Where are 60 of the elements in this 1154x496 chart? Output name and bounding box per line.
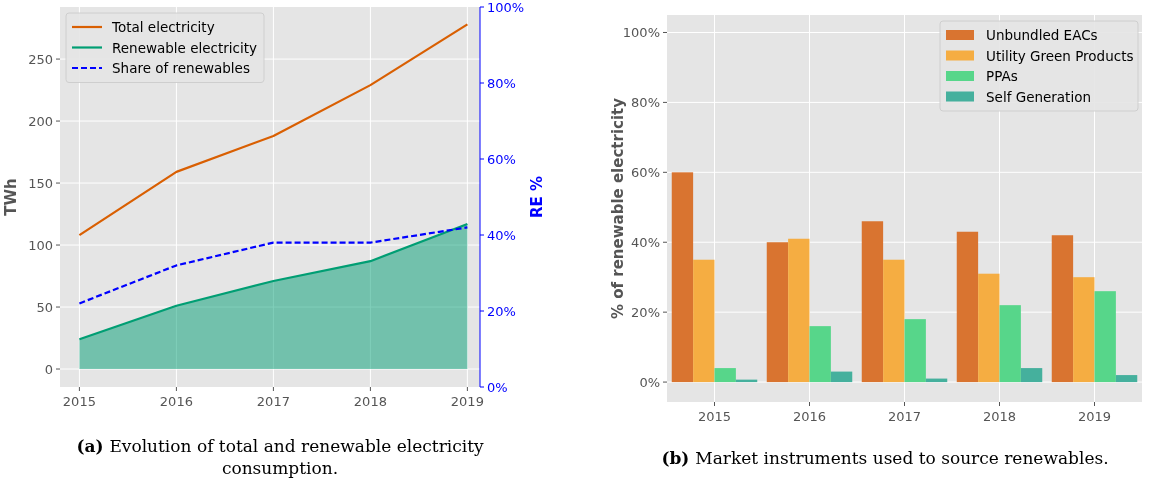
bar [1115, 375, 1138, 383]
bar [1051, 235, 1074, 383]
x-tick-label: 2015 [62, 394, 96, 409]
legend-label: Renewable electricity [112, 39, 258, 56]
bar [956, 231, 979, 383]
y-tick-label: 250 [28, 51, 53, 67]
bar [861, 221, 884, 383]
x-tick-label: 2017 [256, 394, 290, 409]
x-tick-label: 2019 [450, 394, 484, 409]
x-tick-label: 2016 [159, 394, 193, 409]
bar [809, 326, 831, 383]
y2-tick-label: 20% [487, 303, 516, 319]
y-tick-label: 80% [631, 94, 660, 110]
y-axis-title: % of renewable electricity [609, 97, 627, 320]
y-tick-label: 40% [631, 234, 660, 250]
y-tick-label: 150 [28, 175, 53, 191]
bar [671, 172, 694, 383]
bar [788, 238, 810, 383]
y-tick-label: 100% [622, 24, 660, 40]
y2-tick-label: 60% [487, 151, 516, 167]
bar [1094, 291, 1116, 383]
y-tick-label: 60% [631, 164, 660, 180]
y2-axis-title: RE % [528, 175, 546, 219]
y2-tick-label: 80% [487, 75, 516, 91]
bar [830, 371, 853, 383]
y-tick-label: 20% [631, 304, 660, 320]
y-tick-label: 200 [28, 113, 53, 129]
bar [999, 305, 1021, 383]
y2-tick-label: 40% [487, 227, 516, 243]
x-tick-label: 2018 [353, 394, 387, 409]
y-tick-label: 0 [44, 361, 53, 377]
bar [1073, 277, 1095, 383]
line-series [78, 226, 469, 305]
y-tick-label: 100 [28, 237, 53, 253]
legend-label: Total electricity [111, 19, 215, 35]
x-tick-label: 2016 [792, 409, 827, 424]
y-axis-title: TWh [2, 178, 20, 216]
line-series [78, 23, 469, 237]
bar [883, 259, 905, 383]
text: (b) Market instruments used to source renewables. [661, 448, 1109, 468]
y2-tick-label: 0% [487, 379, 508, 395]
x-tick-label: 2015 [697, 409, 732, 424]
x-tick-label: 2017 [887, 409, 922, 424]
bar [714, 368, 736, 383]
y-tick-label: 0% [639, 374, 660, 390]
legend-label: Utility Green Products [986, 47, 1134, 64]
y2-tick-label: 100% [487, 0, 525, 15]
text: (a) Evolution of total and renewable electricity consumption. [76, 436, 485, 478]
legend-label: PPAs [986, 68, 1018, 84]
bar [978, 273, 1000, 383]
bar [693, 259, 715, 383]
y-tick-label: 50 [36, 299, 53, 315]
legend-label: Unbundled EACs [986, 27, 1098, 43]
legend-label: Self Generation [986, 88, 1091, 105]
bar [904, 319, 926, 383]
x-tick-label: 2019 [1077, 409, 1112, 424]
bar [1020, 368, 1043, 383]
bar [766, 242, 789, 383]
legend-label: Share of renewables [112, 60, 250, 76]
x-tick-label: 2018 [982, 409, 1017, 424]
